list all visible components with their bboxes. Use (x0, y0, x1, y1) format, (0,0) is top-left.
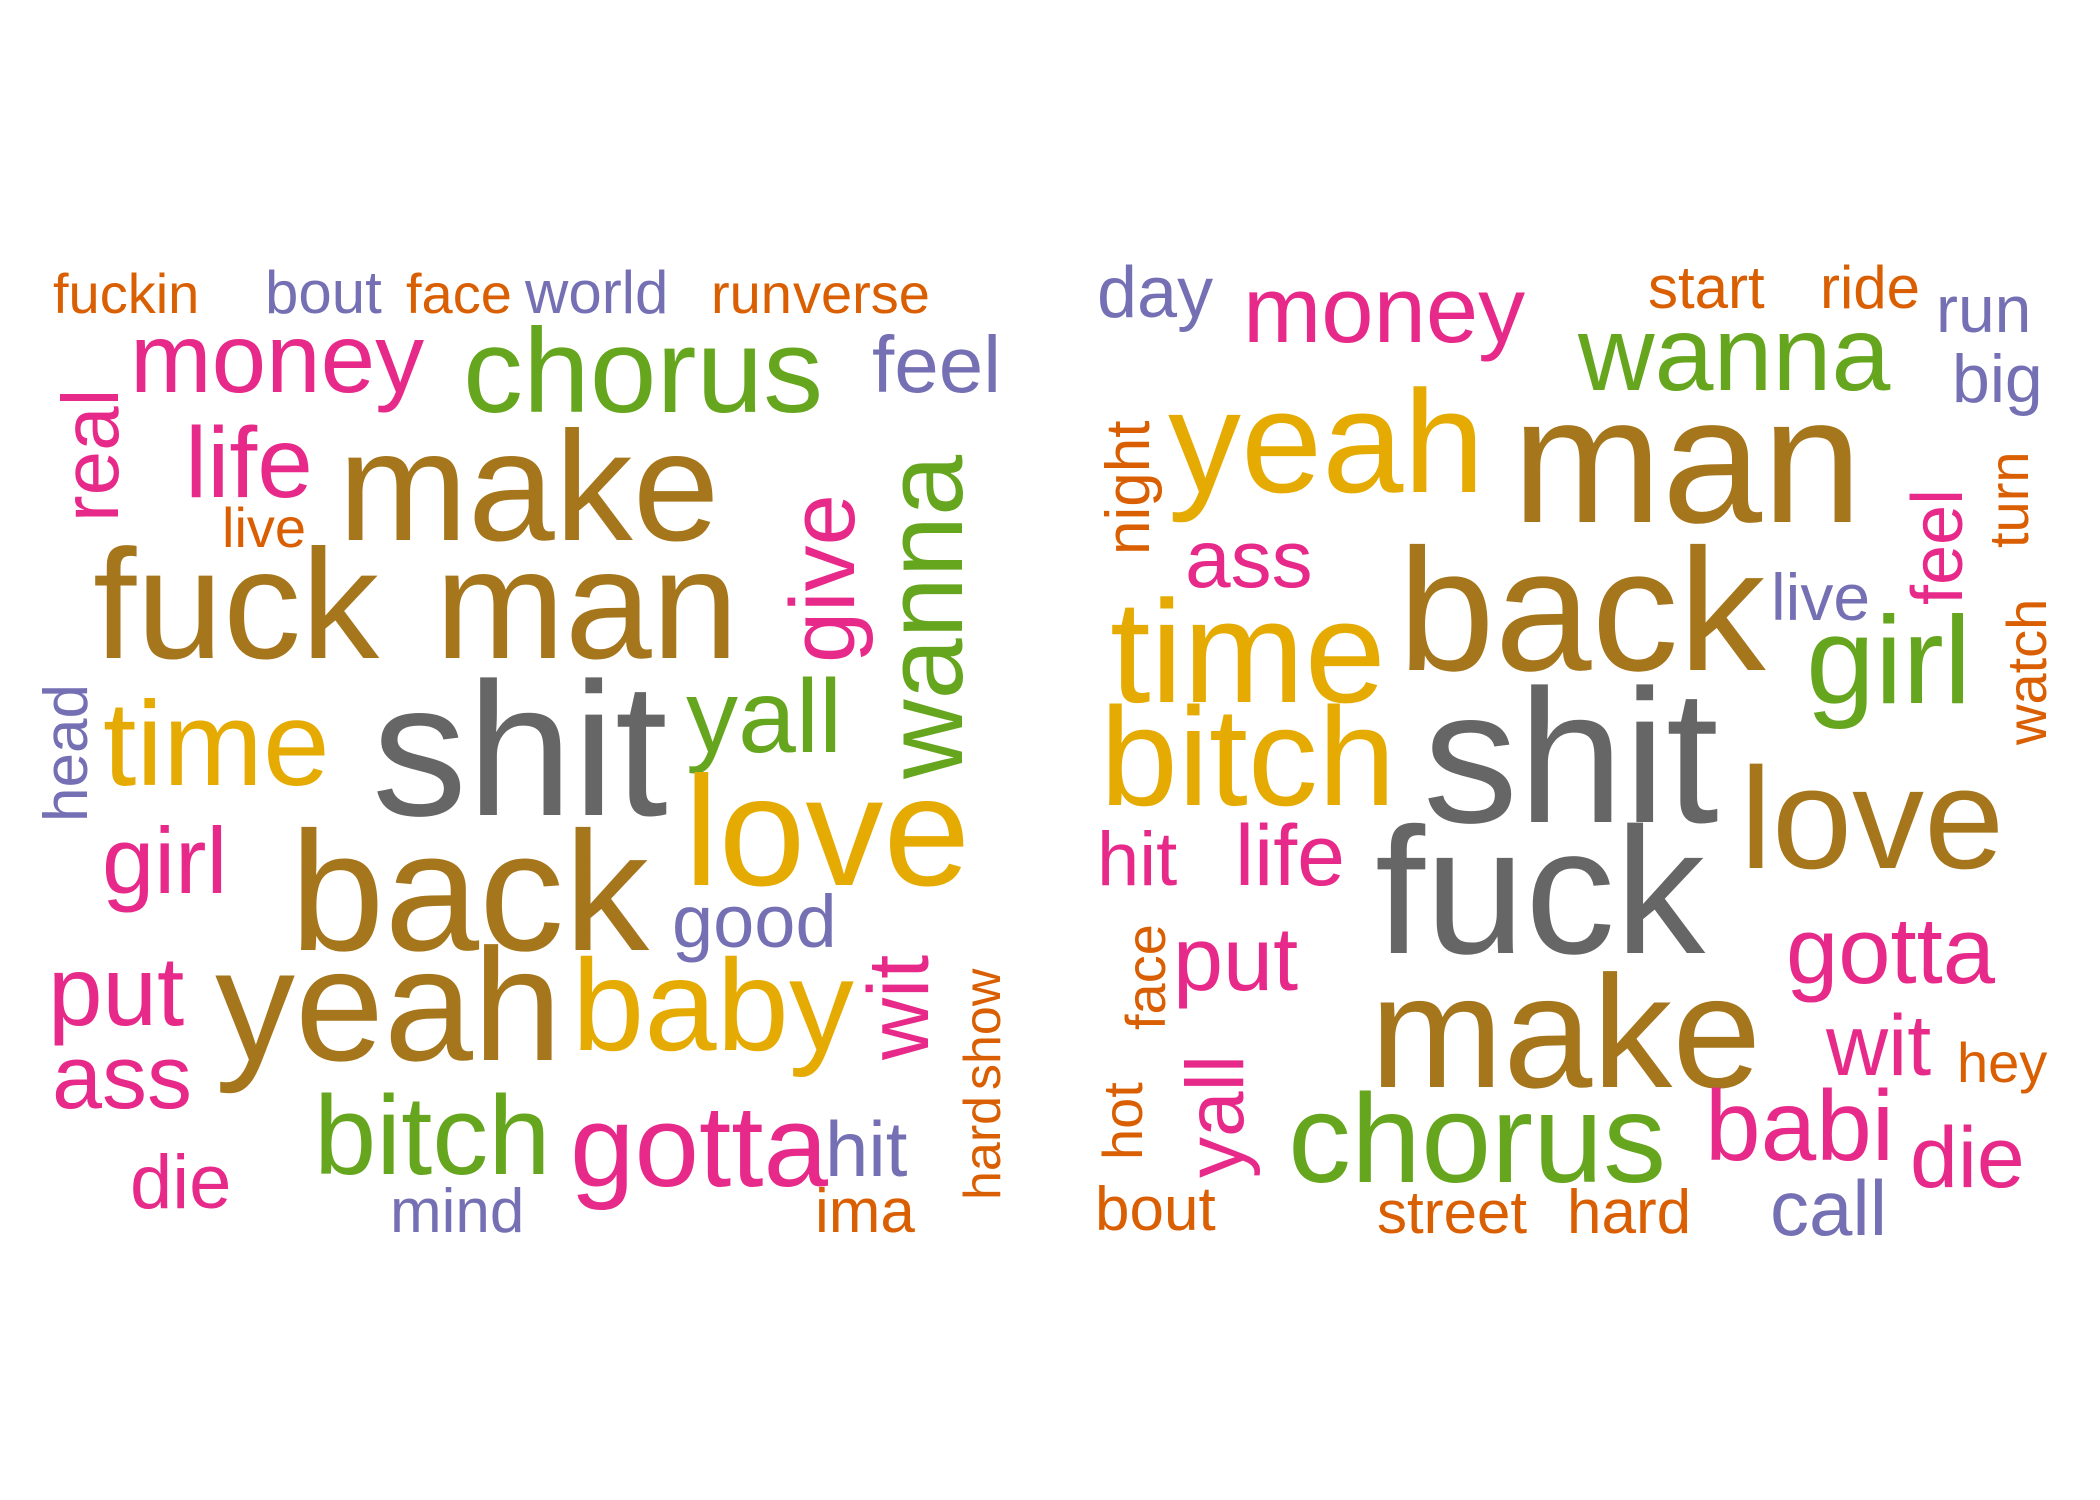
word-back: back (1398, 512, 1767, 707)
word-night: night (1094, 421, 1163, 555)
word-feel: feel (872, 320, 1001, 409)
word-time: time (103, 677, 330, 811)
word-girl: girl (1806, 592, 1971, 730)
word-feel: feel (1898, 489, 1978, 605)
word-baby: baby (572, 932, 854, 1078)
word-mind: mind (390, 1177, 524, 1246)
word-bitch: bitch (1100, 678, 1396, 835)
word-street: street (1377, 1179, 1527, 1246)
word-big: big (1952, 341, 2043, 417)
word-back: back (290, 797, 650, 987)
word-put: put (1173, 910, 1298, 1010)
word-hard: hard (954, 1096, 1012, 1200)
word-wanna: wanna (863, 454, 986, 780)
word-real: real (46, 389, 135, 522)
word-girl: girl (102, 808, 227, 913)
word-turn: turn (1977, 452, 2040, 549)
word-money: money (1243, 257, 1525, 362)
word-chorus: chorus (463, 304, 823, 438)
word-start: start (1648, 254, 1765, 321)
word-give: give (772, 494, 874, 663)
word-life: life (1235, 808, 1345, 904)
word-ass: ass (52, 1028, 192, 1128)
word-hot: hot (1091, 1082, 1154, 1160)
word-ass: ass (1185, 514, 1313, 605)
word-live: live (222, 496, 306, 559)
word-put: put (48, 936, 184, 1046)
word-hit: hit (1097, 817, 1177, 902)
word-show: show (954, 968, 1012, 1090)
word-man: man (1512, 360, 1862, 561)
word-money: money (130, 303, 424, 413)
word-yall: yall (686, 659, 842, 775)
word-run: run (1936, 272, 2031, 346)
word-die: die (130, 1140, 231, 1225)
word-gotta: gotta (1786, 898, 1996, 1003)
word-shit: shit (372, 644, 668, 856)
word-bitch: bitch (314, 1073, 551, 1198)
word-wit: wit (1825, 998, 1931, 1094)
word-cloud-left: fuckin bout face world run verse money chorus fe… (32, 259, 1012, 1246)
word-make: make (1370, 942, 1761, 1121)
word-hey: hey (1957, 1031, 2047, 1094)
word-make: make (338, 400, 719, 574)
word-ride: ride (1820, 254, 1920, 321)
word-fuck: fuck (1375, 791, 1706, 992)
word-hit: hit (825, 1105, 908, 1193)
word-love: love (1740, 738, 2004, 899)
word-live: live (1771, 560, 1870, 634)
word-bout: bout (265, 259, 382, 326)
word-yeah: yeah (1168, 360, 1485, 523)
word-love: love (684, 745, 970, 919)
word-hard: hard (1567, 1178, 1691, 1247)
word-face: face (406, 262, 512, 325)
word-babi: babi (1705, 1070, 1894, 1182)
word-ima: ima (815, 1177, 915, 1246)
word-cloud-right: day money start ride run wanna big night yeah man… (1091, 253, 2058, 1252)
word-fuckin: fuckin (53, 262, 199, 325)
word-good: good (672, 880, 837, 963)
word-wit: wit (851, 955, 947, 1061)
word-gotta: gotta (570, 1081, 828, 1211)
word-time: time (1110, 570, 1386, 733)
word-yeah: yeah (215, 915, 562, 1094)
word-day: day (1097, 253, 1213, 333)
word-verse: verse (793, 262, 930, 325)
word-bout: bout (1095, 1175, 1216, 1244)
word-man: man (435, 518, 738, 692)
word-world: world (524, 259, 668, 326)
word-head: head (32, 684, 101, 822)
word-call: call (1770, 1164, 1887, 1252)
word-run: run (711, 262, 792, 325)
word-wanna: wanna (1577, 295, 1890, 413)
word-die: die (1910, 1110, 2025, 1206)
word-chorus: chorus (1288, 1068, 1666, 1209)
word-shit: shit (1423, 651, 1719, 863)
word-yall: yall (1170, 1055, 1261, 1178)
word-fuck: fuck (93, 518, 380, 692)
word-watch: watch (1995, 599, 2058, 746)
word-face: face (1114, 924, 1177, 1030)
word-life: life (185, 407, 313, 519)
